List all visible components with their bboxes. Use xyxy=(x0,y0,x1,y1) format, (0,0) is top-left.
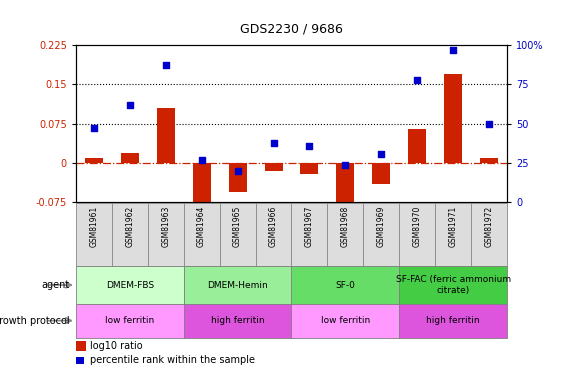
Text: DMEM-Hemin: DMEM-Hemin xyxy=(207,280,268,290)
Bar xyxy=(363,202,399,266)
Text: SF-FAC (ferric ammonium
citrate): SF-FAC (ferric ammonium citrate) xyxy=(396,275,511,295)
Bar xyxy=(292,266,399,304)
Text: SF-0: SF-0 xyxy=(335,280,356,290)
Text: agent: agent xyxy=(42,280,70,290)
Bar xyxy=(300,163,318,174)
Text: GSM81964: GSM81964 xyxy=(197,206,206,247)
Point xyxy=(340,162,350,168)
Bar xyxy=(328,202,363,266)
Point xyxy=(269,140,278,146)
Bar xyxy=(399,266,507,304)
Bar xyxy=(76,266,184,304)
Bar xyxy=(76,202,112,266)
Bar xyxy=(373,163,391,184)
Bar xyxy=(255,202,292,266)
Text: GSM81962: GSM81962 xyxy=(125,206,134,247)
Bar xyxy=(85,158,103,163)
Point xyxy=(89,126,99,132)
Text: GSM81965: GSM81965 xyxy=(233,206,242,247)
Bar xyxy=(292,202,328,266)
Text: DMEM-FBS: DMEM-FBS xyxy=(106,280,154,290)
Text: GDS2230 / 9686: GDS2230 / 9686 xyxy=(240,22,343,36)
Text: growth protocol: growth protocol xyxy=(0,316,70,326)
Point xyxy=(377,151,386,157)
Text: low ferritin: low ferritin xyxy=(321,316,370,325)
Bar xyxy=(292,304,399,338)
Bar xyxy=(76,304,184,338)
Point xyxy=(413,76,422,82)
Text: GSM81970: GSM81970 xyxy=(413,206,422,247)
Bar xyxy=(436,202,471,266)
Text: high ferritin: high ferritin xyxy=(427,316,480,325)
Text: GSM81968: GSM81968 xyxy=(341,206,350,247)
Bar xyxy=(184,202,220,266)
Text: GSM81969: GSM81969 xyxy=(377,206,386,247)
Bar xyxy=(112,202,147,266)
Bar xyxy=(399,304,507,338)
Text: GSM81961: GSM81961 xyxy=(89,206,99,247)
Point xyxy=(197,157,206,163)
Bar xyxy=(408,129,426,163)
Bar xyxy=(220,202,255,266)
Bar xyxy=(192,163,210,213)
Bar xyxy=(184,266,292,304)
Bar xyxy=(399,202,436,266)
Point xyxy=(305,143,314,149)
Text: low ferritin: low ferritin xyxy=(105,316,154,325)
Bar xyxy=(471,202,507,266)
Bar xyxy=(157,108,175,163)
Point xyxy=(161,63,170,69)
Bar xyxy=(265,163,283,171)
Bar xyxy=(121,153,139,163)
Text: GSM81966: GSM81966 xyxy=(269,206,278,247)
Text: GSM81972: GSM81972 xyxy=(484,206,494,247)
Text: log10 ratio: log10 ratio xyxy=(90,341,143,351)
Text: GSM81967: GSM81967 xyxy=(305,206,314,247)
Text: GSM81971: GSM81971 xyxy=(449,206,458,247)
Bar xyxy=(184,304,292,338)
Point xyxy=(448,47,458,53)
Bar xyxy=(336,163,354,216)
Point xyxy=(484,121,494,127)
Text: GSM81963: GSM81963 xyxy=(161,206,170,247)
Bar xyxy=(480,158,498,163)
Text: high ferritin: high ferritin xyxy=(211,316,264,325)
Text: percentile rank within the sample: percentile rank within the sample xyxy=(90,356,255,365)
Point xyxy=(125,102,134,108)
Bar xyxy=(444,74,462,163)
Point xyxy=(233,168,242,174)
Bar xyxy=(229,163,247,192)
Bar xyxy=(147,202,184,266)
